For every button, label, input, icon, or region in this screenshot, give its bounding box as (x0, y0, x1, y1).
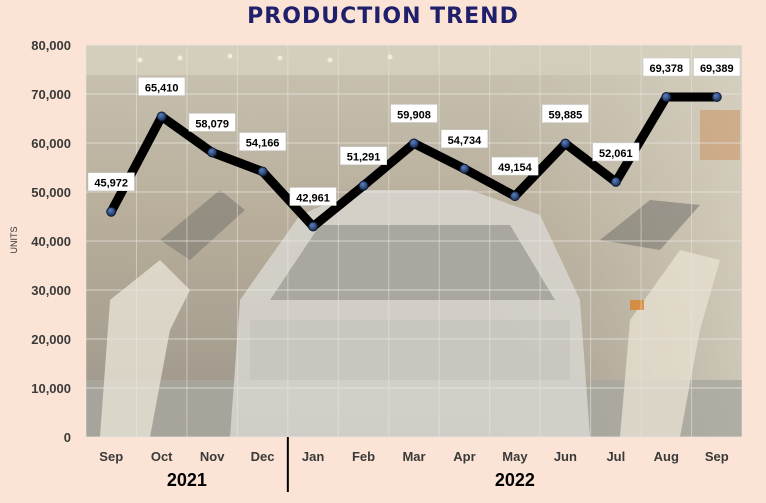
data-label: 51,291 (347, 152, 381, 164)
year-group-label: 2022 (495, 470, 535, 490)
chart-title: PRODUCTION TREND (247, 4, 519, 29)
data-label: 59,908 (397, 109, 431, 121)
data-label: 42,961 (296, 192, 330, 204)
data-point (156, 111, 167, 122)
data-label: 69,378 (649, 63, 683, 75)
data-label: 45,972 (94, 178, 128, 190)
data-point (409, 138, 419, 149)
data-label-box (138, 77, 186, 96)
y-tick-label: 60,000 (31, 136, 71, 151)
x-tick-label: Sep (99, 449, 123, 464)
x-tick-label: Jun (554, 449, 577, 464)
y-tick-label: 70,000 (31, 87, 71, 102)
x-tick-label: Oct (151, 449, 173, 464)
data-point (106, 206, 117, 217)
data-point (207, 147, 218, 158)
data-label-box (693, 57, 741, 77)
data-label-box (289, 187, 337, 206)
data-label: 49,154 (498, 162, 533, 174)
data-label-box (390, 104, 438, 123)
data-label: 54,166 (246, 138, 280, 150)
x-tick-label: Feb (352, 449, 375, 464)
data-point (610, 176, 621, 187)
x-tick-label: Jul (606, 449, 625, 464)
data-label-box (642, 57, 690, 77)
data-label-box (541, 104, 589, 123)
data-label-box (87, 172, 135, 191)
x-tick-label: Mar (402, 449, 425, 464)
data-label: 54,734 (448, 135, 483, 147)
x-tick-label: Sep (705, 449, 729, 464)
data-label: 58,079 (195, 118, 229, 130)
y-tick-label: 10,000 (31, 381, 71, 396)
y-tick-label: 30,000 (31, 283, 71, 298)
y-tick-label: 40,000 (31, 234, 71, 249)
x-tick-label: Apr (453, 449, 475, 464)
y-axis-label: UNITS (9, 227, 19, 254)
data-label: 59,885 (549, 110, 583, 122)
x-tick-label: Nov (200, 449, 225, 464)
x-tick-label: May (502, 449, 528, 464)
data-label: 69,389 (700, 63, 734, 75)
year-group-label: 2021 (167, 470, 207, 490)
data-label: 52,061 (599, 148, 633, 160)
y-tick-label: 50,000 (31, 185, 71, 200)
y-tick-label: 20,000 (31, 332, 71, 347)
data-label-box (188, 113, 236, 132)
data-point (560, 138, 571, 149)
data-label-box (491, 156, 539, 176)
data-point (661, 92, 672, 103)
data-point (308, 221, 319, 232)
x-tick-label: Dec (251, 449, 275, 464)
y-tick-label: 80,000 (31, 38, 71, 53)
x-tick-label: Jan (302, 449, 324, 464)
data-label-box (239, 132, 287, 151)
data-label-box (592, 142, 640, 162)
data-point (257, 166, 268, 177)
data-point (358, 180, 369, 191)
x-tick-label: Aug (654, 449, 679, 464)
data-point (459, 163, 470, 174)
data-label-box (441, 129, 488, 149)
data-point (509, 191, 520, 202)
data-point (711, 91, 722, 102)
data-label: 65,410 (145, 82, 179, 94)
data-label-box (340, 146, 387, 165)
y-tick-label: 0 (64, 430, 71, 445)
